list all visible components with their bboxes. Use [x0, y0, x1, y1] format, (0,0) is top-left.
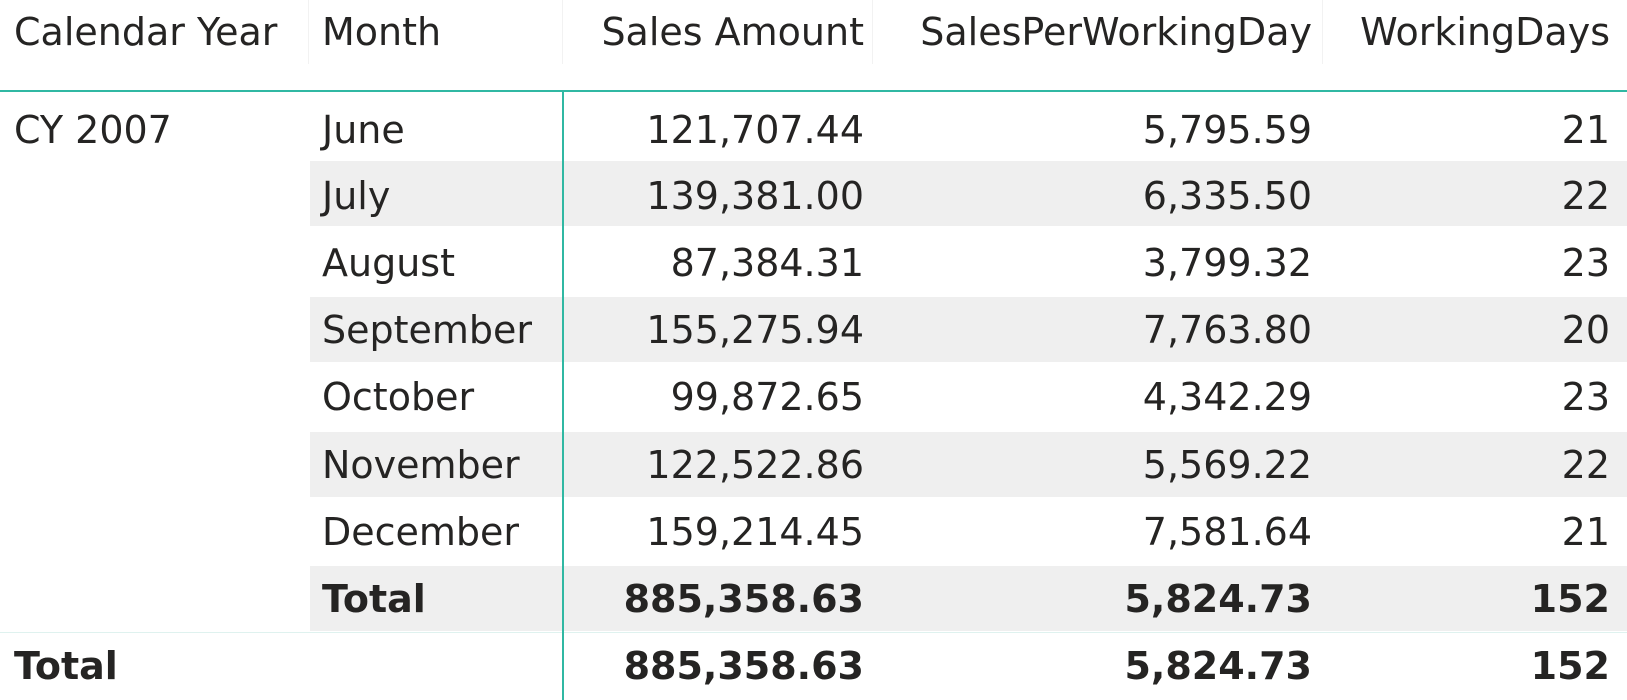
header-sales-amount[interactable]: Sales Amount [601, 10, 864, 54]
sales-per-working-day-cell: 5,795.59 [1142, 108, 1312, 152]
grand-total-sales-amount: 885,358.63 [623, 644, 864, 688]
sales-per-working-day-cell: 7,763.80 [1142, 308, 1312, 352]
working-days-cell: 21 [1561, 510, 1610, 554]
subtotal-sales-amount: 885,358.63 [623, 577, 864, 621]
sales-per-working-day-cell: 5,569.22 [1142, 443, 1312, 487]
header-separator [562, 0, 563, 64]
row-header-year[interactable]: CY 2007 [14, 108, 172, 152]
month-label[interactable]: June [322, 108, 405, 152]
sales-per-working-day-cell: 7,581.64 [1142, 510, 1312, 554]
working-days-cell: 22 [1561, 174, 1610, 218]
working-days-cell: 20 [1561, 308, 1610, 352]
subtotal-working-days: 152 [1530, 577, 1610, 621]
header-underline [0, 90, 1627, 92]
sales-per-working-day-cell: 6,335.50 [1142, 174, 1312, 218]
header-sales-per-working-day[interactable]: SalesPerWorkingDay [920, 10, 1312, 54]
header-separator [872, 0, 873, 64]
sales-amount-cell: 159,214.45 [646, 510, 864, 554]
working-days-cell: 22 [1561, 443, 1610, 487]
subtotal-sales-per-working-day: 5,824.73 [1124, 577, 1312, 621]
month-label[interactable]: November [322, 443, 520, 487]
month-label[interactable]: October [322, 375, 475, 419]
subtotal-label: Total [322, 577, 426, 621]
grand-total-divider [0, 632, 1627, 633]
sales-amount-cell: 87,384.31 [670, 241, 864, 285]
grand-total-working-days: 152 [1530, 644, 1610, 688]
grand-total-sales-per-working-day: 5,824.73 [1124, 644, 1312, 688]
header-working-days[interactable]: WorkingDays [1360, 10, 1610, 54]
row-header-divider [562, 92, 564, 700]
header-month[interactable]: Month [322, 10, 442, 54]
working-days-cell: 23 [1561, 375, 1610, 419]
month-label[interactable]: December [322, 510, 520, 554]
working-days-cell: 21 [1561, 108, 1610, 152]
sales-amount-cell: 121,707.44 [646, 108, 864, 152]
header-calendar-year[interactable]: Calendar Year [14, 10, 278, 54]
grand-total-label: Total [14, 644, 118, 688]
month-label[interactable]: September [322, 308, 533, 352]
row-band [310, 432, 1627, 497]
working-days-cell: 23 [1561, 241, 1610, 285]
month-label[interactable]: July [322, 174, 391, 218]
header-separator [1322, 0, 1323, 64]
sales-amount-cell: 155,275.94 [646, 308, 864, 352]
sales-per-working-day-cell: 4,342.29 [1142, 375, 1312, 419]
sales-amount-cell: 99,872.65 [670, 375, 864, 419]
row-band [310, 161, 1627, 226]
month-label[interactable]: August [322, 241, 455, 285]
header-separator [308, 0, 309, 64]
sales-per-working-day-cell: 3,799.32 [1142, 241, 1312, 285]
row-band [310, 566, 1627, 631]
sales-amount-cell: 122,522.86 [646, 443, 864, 487]
sales-amount-cell: 139,381.00 [646, 174, 864, 218]
row-band [310, 297, 1627, 362]
